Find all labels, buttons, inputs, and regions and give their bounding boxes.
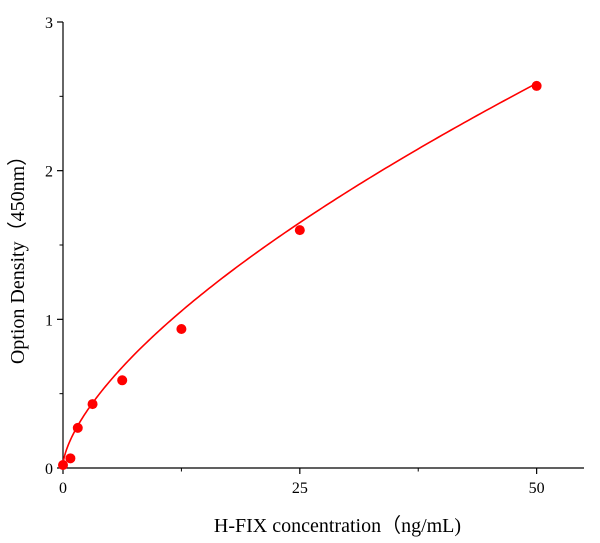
data-point: [87, 399, 98, 410]
y-tick-label: 3: [45, 15, 53, 32]
fit-curve: [62, 82, 538, 466]
data-point: [176, 323, 187, 334]
x-tick-label: 0: [59, 480, 67, 497]
data-point: [117, 375, 128, 386]
data-point: [294, 225, 305, 236]
x-axis-title: H-FIX concentration（ng/mL): [214, 514, 461, 537]
y-axis-title: Option Density（450nm）: [6, 146, 29, 364]
data-point: [72, 422, 83, 433]
data-point: [65, 453, 76, 464]
data-point: [58, 460, 68, 471]
y-tick-label: 2: [45, 164, 53, 181]
x-tick-label: 50: [529, 480, 545, 497]
tick-labels: 0 25 50 0 1 2 3: [45, 15, 545, 497]
y-tick-label: 1: [45, 312, 53, 329]
axes: [62, 22, 584, 469]
y-tick-label: 0: [45, 461, 53, 478]
x-tick-label: 25: [292, 480, 308, 497]
data-point: [531, 80, 542, 91]
ticks: [57, 21, 538, 474]
data-points: [58, 80, 542, 471]
